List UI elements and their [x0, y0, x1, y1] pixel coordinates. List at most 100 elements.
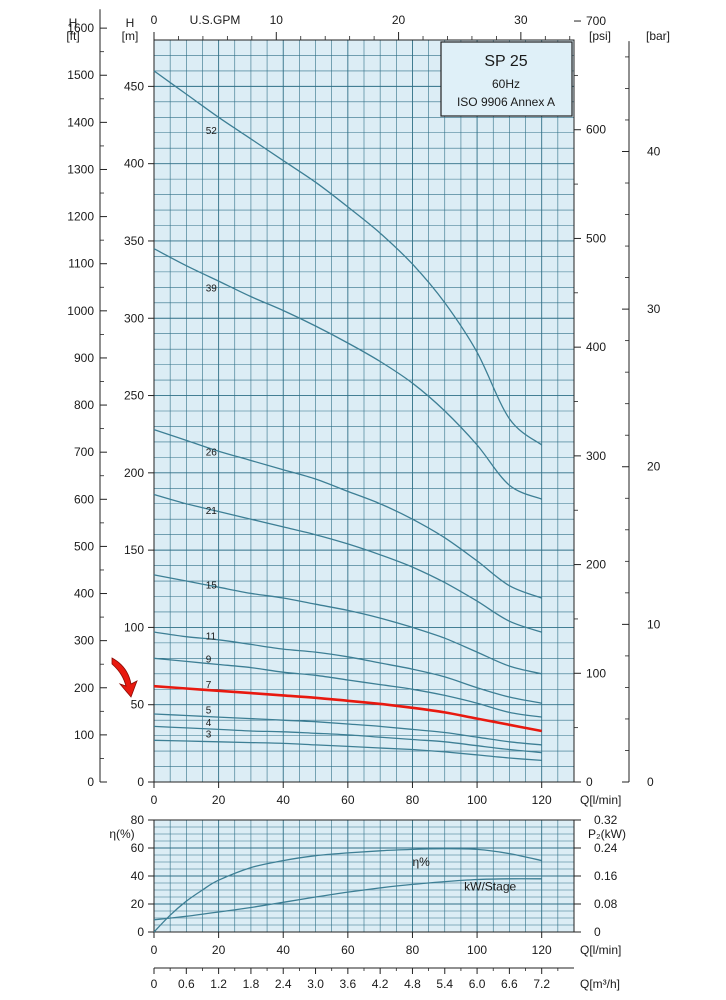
psi-tick-label: 500: [586, 231, 606, 245]
head-curve-label-39: 39: [206, 284, 218, 295]
psi-tick-label: 400: [586, 340, 606, 354]
ft-axis-label-h: H: [69, 16, 78, 30]
ft-tick-label: 1100: [68, 257, 94, 271]
eff-xtick-label: 60: [341, 943, 355, 957]
head-curve-label-21: 21: [206, 506, 218, 517]
head-xtick-label: 120: [532, 793, 552, 807]
eff-ytick-label: 0: [137, 925, 144, 939]
psi-tick-label: 0: [586, 775, 593, 789]
head-ytick-label: 350: [124, 234, 144, 248]
p2-tick-label: 0.32: [594, 813, 618, 827]
head-ytick-label: 50: [131, 698, 145, 712]
highlight-arrow-icon: [111, 657, 138, 698]
eff-ytick-label: 80: [131, 813, 145, 827]
psi-tick-label: 300: [586, 449, 606, 463]
m3h-tick-label: 4.2: [372, 977, 389, 991]
head-curve-label-11: 11: [206, 631, 217, 642]
m3h-tick-label: 3.6: [340, 977, 357, 991]
head-ytick-label: 450: [124, 79, 144, 93]
m3h-tick-label: 6.0: [469, 977, 486, 991]
bar-tick-label: 20: [647, 460, 661, 474]
gpm-tick-label: 30: [514, 13, 528, 27]
eff-yaxis-label: η(%): [109, 827, 134, 841]
p2-tick-label: 0: [594, 925, 601, 939]
head-curve-52: [153, 70, 543, 446]
head-curve-39: [153, 248, 542, 500]
head-curve-26: [153, 428, 542, 599]
head-curve-15: [153, 574, 542, 675]
bar-tick-label: 10: [647, 617, 661, 631]
head-curve-4: [153, 725, 542, 754]
eff-curve-label-power: kW/Stage: [464, 880, 516, 894]
head-curve-label-7: 7: [206, 680, 212, 691]
head-ytick-label: 100: [124, 620, 144, 634]
ft-tick-label: 500: [74, 539, 94, 553]
head-curve-label-4: 4: [206, 718, 212, 729]
head-xtick-label: 60: [341, 793, 355, 807]
head-xaxis-label: Q[l/min]: [580, 793, 621, 807]
head-ytick-label: 400: [124, 157, 144, 171]
m3h-tick-label: 0.6: [178, 977, 195, 991]
head-curve-label-3: 3: [206, 730, 212, 741]
head-yaxis-label-unit: [m]: [122, 29, 139, 43]
bar-tick-label: 0: [647, 775, 654, 789]
m3h-tick-label: 7.2: [533, 977, 550, 991]
psi-tick-label: 100: [586, 666, 606, 680]
m3h-tick-label: 6.6: [501, 977, 518, 991]
eff-xtick-label: 20: [212, 943, 226, 957]
head-curve-3: [153, 739, 542, 762]
p2-tick-label: 0.08: [594, 897, 618, 911]
eff-xtick-label: 0: [151, 943, 158, 957]
psi-tick-label: 700: [586, 14, 606, 28]
bar-tick-label: 40: [647, 144, 661, 158]
ft-tick-label: 900: [74, 351, 94, 365]
ft-tick-label: 1500: [67, 68, 94, 82]
head-curve-7: [153, 684, 542, 733]
gpm-axis-label: U.S.GPM: [190, 13, 241, 27]
head-curve-21: [153, 493, 542, 633]
eff-xtick-label: 80: [406, 943, 420, 957]
m3h-tick-label: 1.8: [243, 977, 260, 991]
head-ytick-label: 300: [124, 311, 144, 325]
eff-xtick-label: 40: [277, 943, 291, 957]
gpm-tick-label: 20: [392, 13, 406, 27]
head-yaxis-label-h: H: [126, 16, 135, 30]
eff-xtick-label: 100: [467, 943, 487, 957]
bar-tick-label: 30: [647, 302, 661, 316]
title-box-model: SP 25: [484, 53, 527, 70]
head-curve-label-26: 26: [206, 447, 218, 458]
head-curve-label-9: 9: [206, 655, 212, 666]
gpm-tick-label: 0: [151, 13, 158, 27]
ft-tick-label: 1200: [67, 210, 94, 224]
psi-tick-label: 600: [586, 123, 606, 137]
eff-curve-power: [153, 878, 542, 921]
ft-tick-label: 1000: [67, 304, 94, 318]
ft-tick-label: 800: [74, 398, 94, 412]
head-xtick-label: 0: [151, 793, 158, 807]
head-ytick-label: 0: [137, 775, 144, 789]
ft-tick-label: 1400: [67, 115, 94, 129]
head-curve-label-52: 52: [206, 126, 218, 137]
p2-tick-label: 0.24: [594, 841, 618, 855]
ft-tick-label: 1600: [67, 21, 94, 35]
eff-xtick-label: 120: [532, 943, 552, 957]
title-box-frequency: 60Hz: [492, 77, 520, 91]
m3h-tick-label: 1.2: [210, 977, 227, 991]
head-ytick-label: 150: [124, 543, 144, 557]
p2-tick-label: 0.16: [594, 869, 618, 883]
m3h-tick-label: 4.8: [404, 977, 421, 991]
m3h-tick-label: 0: [151, 977, 158, 991]
gpm-tick-label: 10: [270, 13, 284, 27]
bar-axis-label: [bar]: [646, 29, 670, 43]
ft-tick-label: 0: [87, 775, 94, 789]
eff-curve-label-eta: η%: [412, 855, 430, 869]
eff-ytick-label: 60: [131, 841, 145, 855]
head-curve-11: [153, 631, 542, 704]
ft-tick-label: 200: [74, 681, 94, 695]
p2-axis-label: P₂(kW): [588, 827, 626, 841]
title-box: [440, 41, 573, 117]
head-ytick-label: 250: [124, 389, 144, 403]
head-xtick-label: 20: [212, 793, 226, 807]
ft-tick-label: 300: [74, 634, 94, 648]
